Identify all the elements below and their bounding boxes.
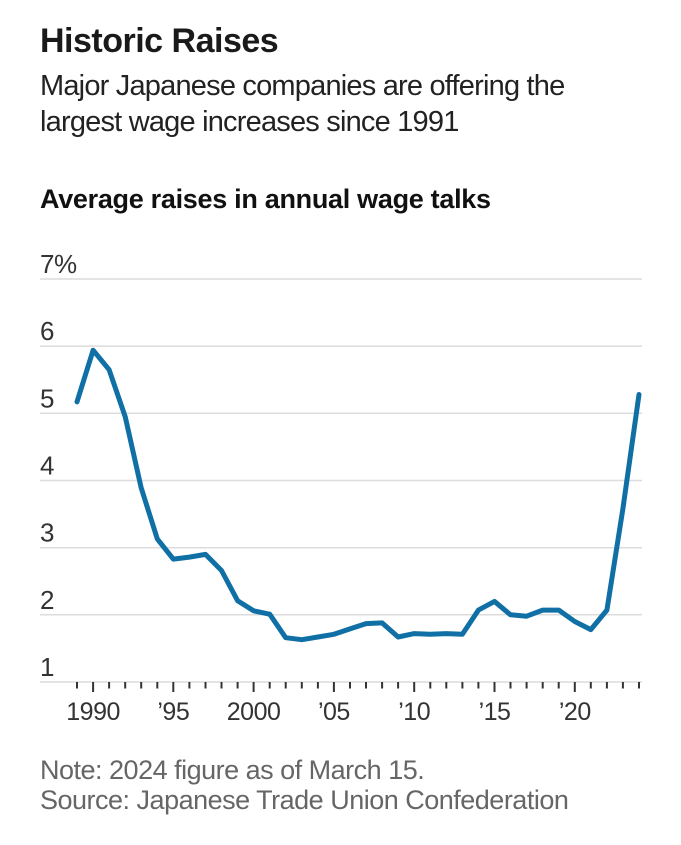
y-axis-label: 7%	[40, 249, 77, 279]
y-axis-label: 2	[40, 585, 54, 615]
headline: Historic Raises	[40, 22, 279, 60]
x-axis-label: ’20	[559, 698, 591, 726]
chart-title: Average raises in annual wage talks	[40, 184, 491, 214]
x-axis-label: 2000	[227, 698, 281, 726]
y-axis-label: 4	[40, 451, 54, 481]
subtitle-line-2: largest wage increases since 1991	[40, 106, 459, 138]
x-axis-label: ’05	[318, 698, 350, 726]
wage-raise-line	[74, 347, 642, 643]
y-axis-label: 5	[40, 383, 54, 413]
y-axis-label: 3	[40, 518, 54, 548]
subtitle-line-1: Major Japanese companies are offering th…	[40, 70, 565, 102]
x-axis-label: ’10	[398, 698, 430, 726]
y-axis-label: 1	[40, 652, 54, 682]
source: Source: Japanese Trade Union Confederati…	[40, 785, 569, 815]
note: Note: 2024 figure as of March 15.	[40, 755, 425, 785]
x-axis-label: 1990	[66, 698, 120, 726]
x-axis-label: ’15	[479, 698, 511, 726]
y-axis-label: 6	[40, 316, 54, 346]
x-axis-label: ’95	[157, 698, 189, 726]
